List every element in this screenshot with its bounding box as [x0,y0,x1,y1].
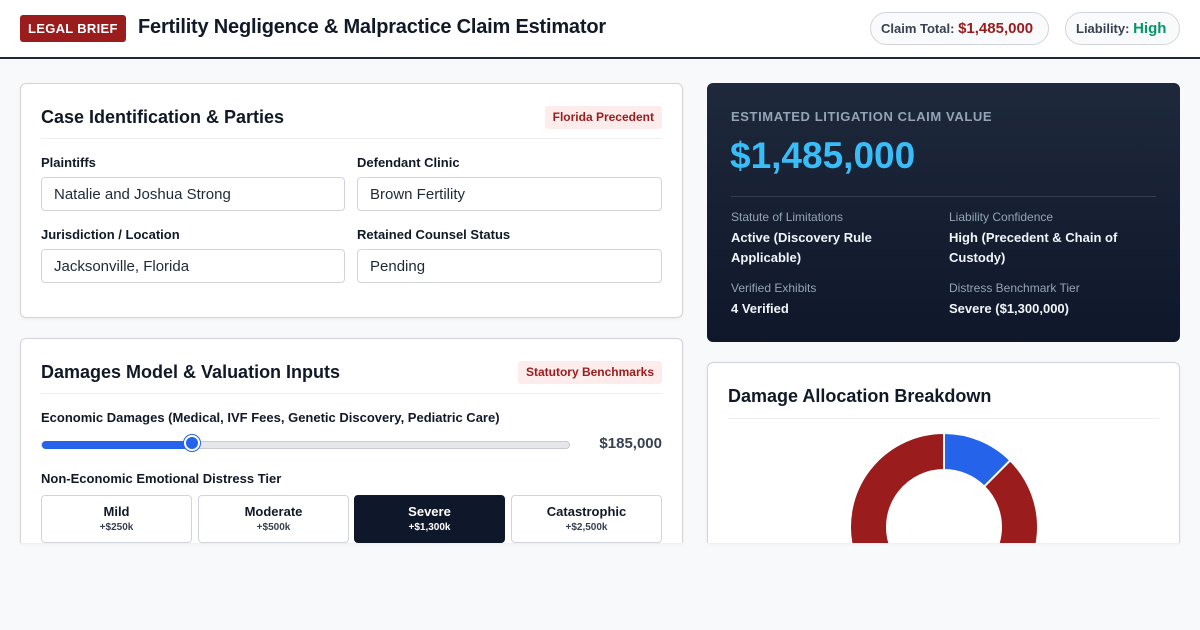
defendant-clinic-label: Defendant Clinic [357,155,460,170]
slider-handle[interactable] [183,435,200,451]
tier-catastrophic-button[interactable]: Catastrophic +$2,500k [511,495,662,543]
damage-allocation-donut-chart [850,433,1038,543]
statute-of-limitations-item: Statute of Limitations Active (Discovery… [731,210,931,268]
economic-damages-label: Economic Damages (Medical, IVF Fees, Gen… [41,410,500,425]
damage-allocation-card: Damage Allocation Breakdown [707,362,1180,543]
defendant-clinic-input[interactable] [357,177,662,211]
tier-amount: +$1,300k [408,522,451,533]
distress-tier-label: Non-Economic Emotional Distress Tier [41,471,282,486]
liability-label: Liability: [1076,21,1130,36]
legal-brief-badge: LEGAL BRIEF [20,15,126,42]
tier-name: Mild [103,504,130,519]
estimate-amount: $1,485,000 [730,135,916,176]
jurisdiction-input[interactable] [41,249,345,283]
app-title: Fertility Negligence & Malpractice Claim… [138,16,606,38]
claim-total-value: $1,485,000 [958,20,1034,37]
estimate-divider [731,196,1156,197]
jurisdiction-label: Jurisdiction / Location [41,227,180,242]
tier-name: Catastrophic [546,504,627,519]
item-value: High (Precedent & Chain of Custody) [949,230,1118,265]
liability-value: High [1133,20,1167,37]
counsel-status-label: Retained Counsel Status [357,227,511,242]
tier-amount: +$500k [256,522,291,533]
economic-damages-slider[interactable] [41,441,570,449]
tier-name: Moderate [244,504,303,519]
item-value: Active (Discovery Rule Applicable) [731,230,872,265]
tier-moderate-button[interactable]: Moderate +$500k [198,495,349,543]
donut-slice-non-economic-distress [850,433,1038,543]
estimated-claim-value-card: ESTIMATED LITIGATION CLAIM VALUE $1,485,… [707,83,1180,342]
damages-card-title: Damages Model & Valuation Inputs [41,362,341,382]
plaintiffs-label: Plaintiffs [41,155,96,170]
tier-amount: +$250k [99,522,134,533]
liability-confidence-item: Liability Confidence High (Precedent & C… [949,210,1159,268]
verified-exhibits-item: Verified Exhibits 4 Verified [731,281,931,319]
tier-name: Severe [408,504,451,519]
distress-benchmark-item: Distress Benchmark Tier Severe ($1,300,0… [949,281,1159,319]
item-key: Statute of Limitations [731,210,844,224]
counsel-status-input[interactable] [357,249,662,283]
claim-total-pill: Claim Total: $1,485,000 [870,12,1049,45]
card-divider [728,418,1159,419]
item-value: Severe ($1,300,000) [949,301,1069,316]
item-key: Distress Benchmark Tier [949,281,1080,295]
claim-total-label: Claim Total: [881,21,955,36]
card-divider [41,393,662,394]
item-value: 4 Verified [731,301,789,316]
item-key: Liability Confidence [949,210,1054,224]
app-header: LEGAL BRIEF Fertility Negligence & Malpr… [0,0,1200,59]
item-key: Verified Exhibits [731,281,817,295]
case-identification-card: Case Identification & Parties Florida Pr… [20,83,683,318]
damages-model-card: Damages Model & Valuation Inputs Statuto… [20,338,683,543]
breakdown-title: Damage Allocation Breakdown [728,386,992,406]
tier-severe-button[interactable]: Severe +$1,300k [354,495,505,543]
liability-pill: Liability: High [1065,12,1180,45]
case-card-title: Case Identification & Parties [41,107,285,127]
florida-precedent-tag: Florida Precedent [544,106,662,129]
economic-damages-value: $185,000 [599,435,662,452]
estimate-label: ESTIMATED LITIGATION CLAIM VALUE [731,109,993,124]
card-divider [41,138,662,139]
statutory-benchmarks-tag: Statutory Benchmarks [517,361,662,384]
slider-fill [42,441,193,449]
plaintiffs-input[interactable] [41,177,345,211]
tier-amount: +$2,500k [565,522,608,533]
tier-mild-button[interactable]: Mild +$250k [41,495,192,543]
